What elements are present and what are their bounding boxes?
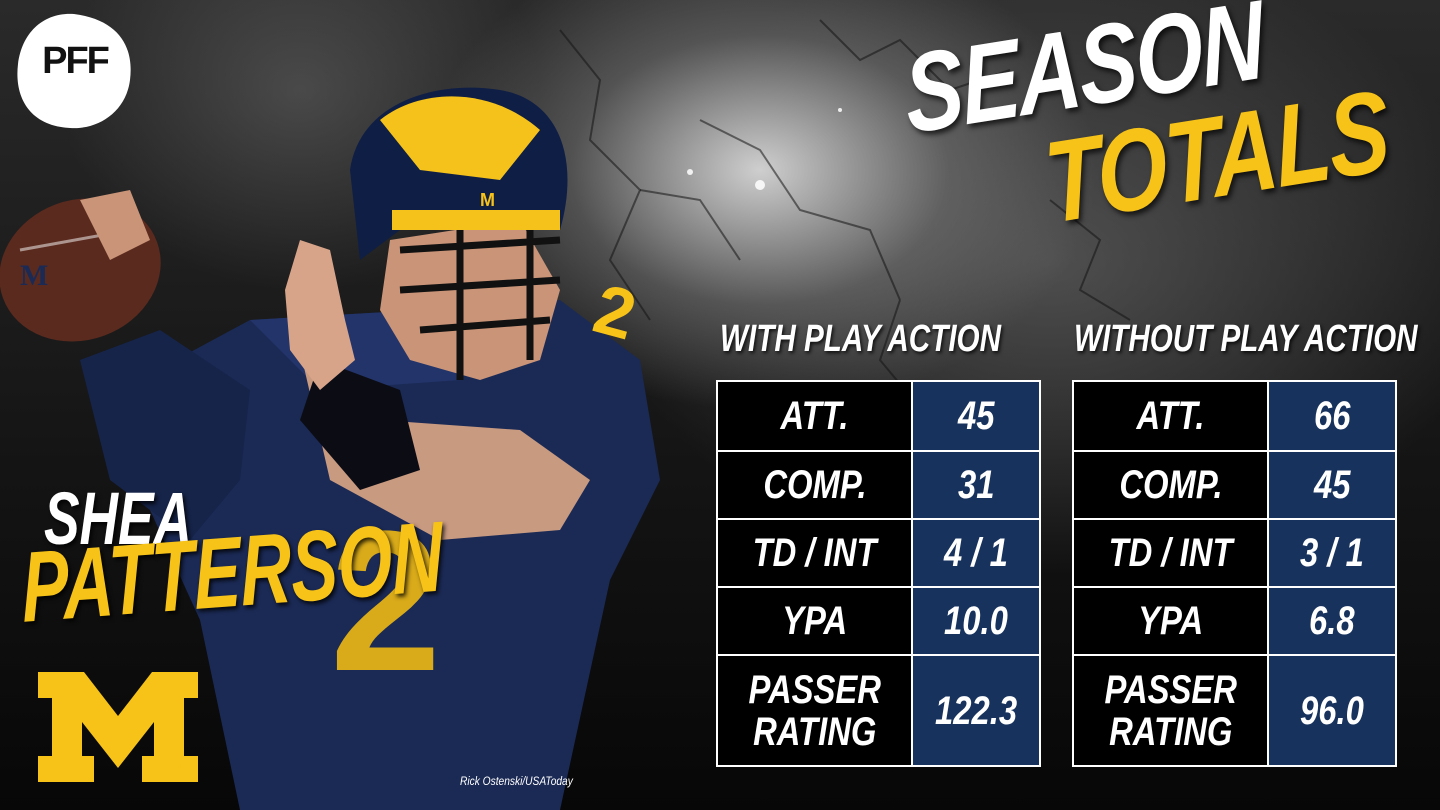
row-label: TD / INT [718, 520, 913, 588]
table-heading-without-play-action: WITHOUT PLAY ACTION [1074, 318, 1418, 360]
player-photo: 2 2 M M [0, 87, 660, 810]
photo-credit: Rick Ostenski/USAToday [460, 774, 573, 788]
row-label: PASSER RATING [718, 656, 913, 765]
stats-table-with-play-action: ATT. 45 COMP. 31 TD / INT 4 / 1 YPA 10.0… [716, 380, 1041, 767]
row-value: 66 [1269, 382, 1395, 452]
pff-logo-text: PFF [42, 40, 110, 82]
row-label: ATT. [718, 382, 913, 452]
shoulder-number: 2 [586, 269, 644, 354]
helmet-m-icon: M [480, 190, 495, 210]
michigan-block-m-logo [38, 672, 198, 782]
registered-mark: ® [178, 760, 187, 774]
row-value: 4 / 1 [913, 520, 1039, 588]
row-value: 31 [913, 452, 1039, 520]
row-value: 45 [1269, 452, 1395, 520]
row-label: YPA [718, 588, 913, 656]
row-value: 6.8 [1269, 588, 1395, 656]
row-value: 45 [913, 382, 1039, 452]
stats-table-without-play-action: ATT. 66 COMP. 45 TD / INT 3 / 1 YPA 6.8 … [1072, 380, 1397, 767]
row-label: TD / INT [1074, 520, 1269, 588]
row-value: 96.0 [1269, 656, 1395, 765]
chest-number: 2 [330, 490, 441, 713]
row-label: COMP. [1074, 452, 1269, 520]
row-value: 3 / 1 [1269, 520, 1395, 588]
row-label: YPA [1074, 588, 1269, 656]
player-first-name: SHEA [44, 477, 193, 560]
football-m-icon: M [20, 259, 48, 292]
row-label: ATT. [1074, 382, 1269, 452]
row-label: PASSER RATING [1074, 656, 1269, 765]
row-value: 10.0 [913, 588, 1039, 656]
pff-logo [17, 13, 131, 129]
table-heading-with-play-action: WITH PLAY ACTION [720, 318, 1002, 360]
row-label: COMP. [718, 452, 913, 520]
row-value: 122.3 [913, 656, 1039, 765]
